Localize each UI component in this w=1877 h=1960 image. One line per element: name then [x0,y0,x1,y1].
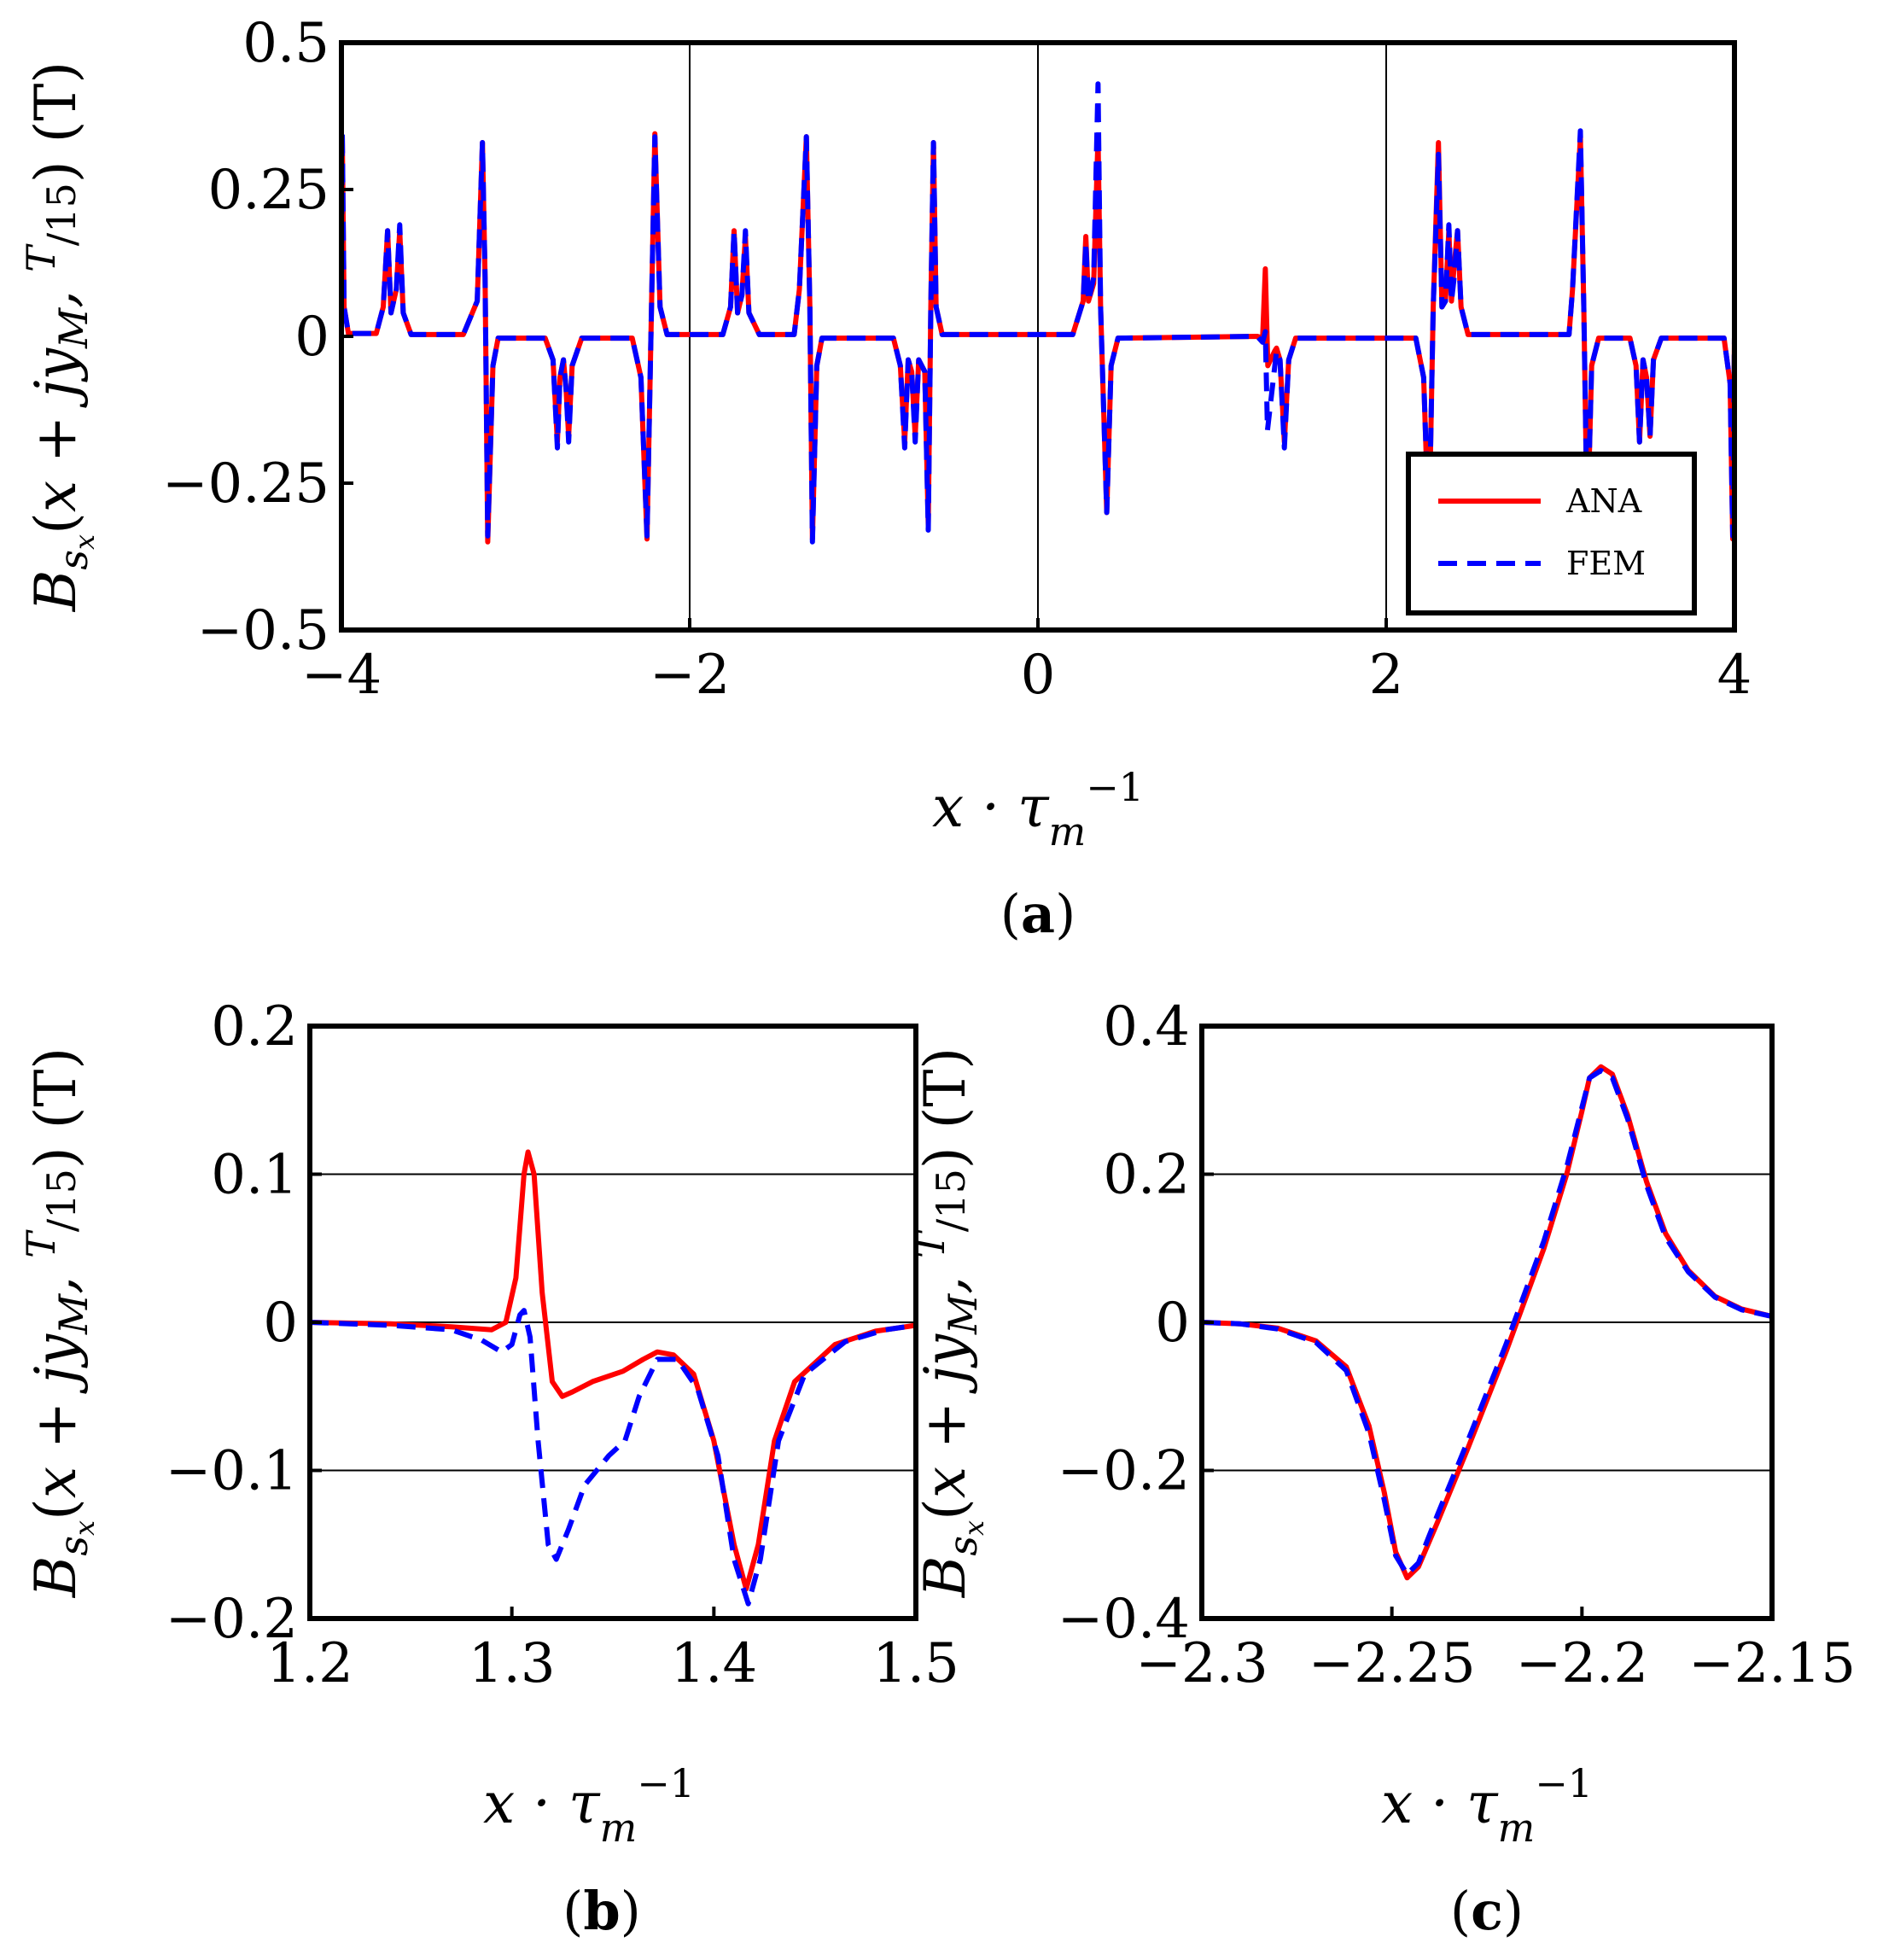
legend-box [1406,452,1697,615]
x-tick-label: −2.3 [1135,1632,1268,1695]
panel-a-ticks: −4 −2 0 2 4 −0.5 −0.25 0 0.25 0.5 [162,12,1752,707]
panel-a-ylabel: Bsx(x + jyM, T/15) (T) [18,61,101,612]
series-fem-line [1201,1068,1773,1577]
series-ana-line [309,1149,917,1592]
y-tick-label: −0.2 [166,1588,298,1651]
legend: ANA FEM [1406,452,1697,615]
panel-c-series [1201,1064,1773,1581]
y-tick-label: −0.4 [1058,1588,1190,1651]
panel-c-ticks: −2.3 −2.25 −2.2 −2.15 −0.4 −0.2 0 0.2 0.4 [1058,995,1856,1695]
x-tick-label: −2.25 [1309,1632,1476,1695]
panel-c-caption: (c) [1450,1880,1524,1942]
y-tick-label: −0.5 [197,599,329,662]
legend-fem-label: FEM [1566,545,1646,582]
x-tick-label: 1.5 [872,1632,959,1695]
panel-b-xlabel: x · τm−1 [483,1760,695,1851]
y-tick-label: 0.25 [208,159,330,222]
panel-a: −4 −2 0 2 4 −0.5 −0.25 0 0.25 0.5 Bsx(x + jyM, T/… [18,12,1752,945]
x-tick-label: −2.2 [1516,1632,1648,1695]
panel-b-caption: (b) [563,1880,641,1942]
y-tick-label: 0.5 [242,12,329,75]
x-tick-label: 2 [1369,644,1404,707]
panel-b-series [309,1149,917,1607]
x-tick-label: 1.3 [469,1632,556,1695]
panel-c: −2.3 −2.25 −2.2 −2.15 −0.4 −0.2 0 0.2 0.4 Bsx(x … [907,995,1856,1942]
panel-b: 1.2 1.3 1.4 1.5 −0.2 −0.1 0 0.1 0.2 Bsx(x + jyM,… [18,995,959,1942]
legend-ana-label: ANA [1565,482,1642,520]
y-tick-label: −0.25 [162,452,329,516]
series-fem-line [339,81,1737,545]
y-tick-label: 0.1 [211,1144,298,1207]
y-tick-label: 0 [294,306,329,369]
panel-a-xlabel: x · τm−1 [932,764,1144,855]
panel-b-ylabel: Bsx(x + jyM, T/15) (T) [18,1047,101,1598]
x-tick-label: −4 [301,644,382,707]
y-tick-label: −0.2 [1058,1440,1190,1503]
x-tick-label: 1.4 [670,1632,757,1695]
panel-c-xlabel: x · τm−1 [1381,1760,1593,1851]
x-tick-label: −2.15 [1688,1632,1856,1695]
x-tick-label: 0 [1021,644,1056,707]
panel-a-caption: (a) [1000,883,1076,945]
y-tick-label: 0.2 [211,995,298,1059]
panel-c-ylabel: Bsx(x + jyM, T/15) (T) [907,1047,990,1598]
y-tick-label: 0 [263,1292,298,1355]
panel-a-series [339,81,1737,545]
x-tick-label: −2 [650,644,730,707]
y-tick-label: −0.1 [166,1440,298,1503]
panel-c-grid [1202,1173,1772,1472]
series-fem-line [309,1308,917,1607]
panel-b-ticks: 1.2 1.3 1.4 1.5 −0.2 −0.1 0 0.1 0.2 [166,995,959,1695]
x-tick-label: 4 [1717,644,1752,707]
y-tick-label: 0.2 [1103,1144,1190,1207]
y-tick-label: 0 [1155,1292,1190,1355]
x-tick-label: 1.2 [266,1632,353,1695]
y-tick-label: 0.4 [1103,995,1190,1059]
